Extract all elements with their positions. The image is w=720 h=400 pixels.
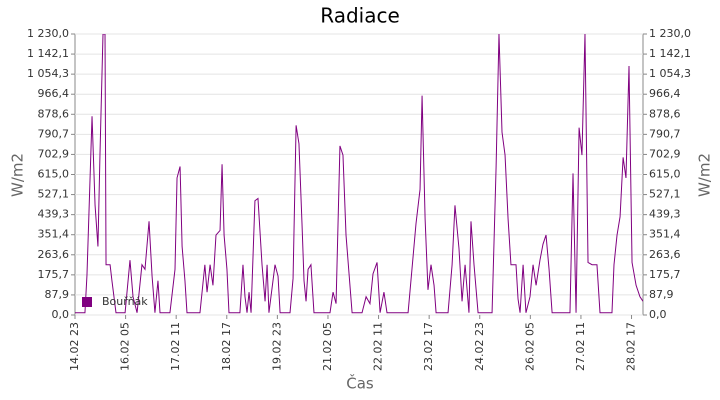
data-line — [75, 34, 643, 314]
x-tick-label: 17.02 11 — [169, 322, 182, 371]
y-tick-label: 263,6 — [38, 248, 70, 261]
x-tick-label: 16.02 05 — [119, 322, 132, 371]
y2-tick-label: 878,6 — [649, 107, 681, 120]
y2-tick-label: 0,0 — [649, 308, 667, 321]
x-tick-label: 28.02 17 — [625, 322, 638, 371]
y-tick-label: 615,0 — [38, 168, 70, 181]
y2-tick-label: 1 142,1 — [649, 47, 691, 60]
y-tick-label: 175,7 — [38, 268, 70, 281]
y2-tick-label: 702,9 — [649, 147, 681, 160]
y-tick-label: 0,0 — [52, 308, 70, 321]
y2-tick-label: 966,4 — [649, 87, 681, 100]
y-tick-label: 1 142,1 — [27, 47, 69, 60]
x-tick-label: 22.02 11 — [372, 322, 385, 371]
x-axis-label: Čas — [346, 374, 374, 393]
y2-tick-label: 790,7 — [649, 127, 681, 140]
y-tick-label: 790,7 — [38, 127, 70, 140]
x-tick-label: 14.02 23 — [68, 322, 81, 371]
x-tick-label: 27.02 11 — [574, 322, 587, 371]
y-tick-label: 527,1 — [38, 188, 70, 201]
y2-tick-label: 351,4 — [649, 228, 681, 241]
y-tick-label: 702,9 — [38, 147, 70, 160]
y2-tick-label: 263,6 — [649, 248, 681, 261]
x-tick-label: 26.02 05 — [523, 322, 536, 371]
x-tick-label: 23.02 17 — [422, 322, 435, 371]
y-axis-label: W/m2 — [9, 153, 27, 197]
y-tick-label: 87,9 — [45, 288, 70, 301]
chart-title: Radiace — [320, 4, 400, 28]
y2-tick-label: 87,9 — [649, 288, 674, 301]
x-tick-label: 18.02 17 — [220, 322, 233, 371]
y-tick-label: 439,3 — [38, 208, 70, 221]
y-tick-label: 1 230,0 — [27, 27, 69, 40]
y2-tick-label: 1 054,3 — [649, 67, 691, 80]
y2-tick-label: 1 230,0 — [649, 27, 691, 40]
y-tick-label: 878,6 — [38, 107, 70, 120]
y-tick-label: 966,4 — [38, 87, 70, 100]
x-tick-label: 21.02 05 — [321, 322, 334, 371]
y2-tick-label: 527,1 — [649, 188, 681, 201]
y2-tick-label: 175,7 — [649, 268, 681, 281]
legend-swatch — [82, 297, 92, 307]
y2-tick-label: 615,0 — [649, 168, 681, 181]
y-tick-label: 351,4 — [38, 228, 70, 241]
y-tick-label: 1 054,3 — [27, 67, 69, 80]
legend-label: Bouřňák — [102, 295, 148, 308]
y2-tick-label: 439,3 — [649, 208, 681, 221]
y2-axis-label: W/m2 — [696, 153, 714, 197]
x-tick-label: 19.02 23 — [270, 322, 283, 371]
x-tick-label: 24.02 23 — [473, 322, 486, 371]
